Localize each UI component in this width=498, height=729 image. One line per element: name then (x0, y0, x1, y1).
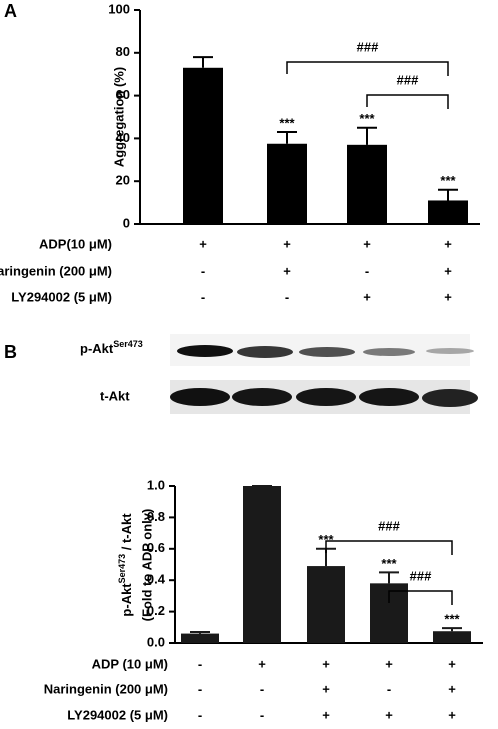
blot-superscript: Ser473 (113, 339, 143, 349)
y-label-suffix: / t-Akt (119, 513, 134, 554)
condition-mark: - (198, 707, 202, 722)
panel-label: B (4, 342, 17, 362)
condition-mark: + (363, 236, 371, 251)
bar (181, 633, 219, 643)
condition-mark: + (322, 707, 330, 722)
y-label-main: p-Akt (119, 583, 134, 617)
panel-label: A (4, 1, 17, 21)
y-tick-label: 80 (116, 44, 130, 59)
condition-mark: + (444, 263, 452, 278)
error-bar (193, 56, 213, 68)
condition-label: LY294002 (5 μM) (67, 707, 168, 722)
bar (428, 200, 468, 224)
condition-mark: + (199, 236, 207, 251)
y-tick-label: 60 (116, 87, 130, 102)
bar (267, 143, 307, 224)
condition-mark: - (285, 289, 289, 304)
condition-mark: + (322, 681, 330, 696)
bar (433, 631, 471, 643)
condition-mark: - (260, 681, 264, 696)
blot-name: p-Akt (80, 341, 114, 356)
comparison-label: ### (410, 568, 432, 583)
blot-label: p-AktSer473 (80, 339, 143, 356)
y-tick-label: 20 (116, 173, 130, 188)
bar (307, 566, 345, 643)
bar (243, 486, 281, 643)
condition-mark: + (448, 707, 456, 722)
error-bar (438, 188, 458, 201)
comparison-bracket (366, 94, 449, 109)
condition-mark: - (260, 707, 264, 722)
y-tick-label: 40 (116, 130, 130, 145)
y-tick-label: 1.0 (147, 477, 165, 492)
y-axis-label: Aggregation (%) (111, 67, 126, 167)
condition-mark: - (387, 681, 391, 696)
condition-mark: + (283, 236, 291, 251)
condition-mark: + (283, 263, 291, 278)
significance-label: *** (444, 612, 460, 627)
condition-mark: + (258, 656, 266, 671)
significance-label: *** (440, 173, 456, 188)
comparison-label: ### (357, 39, 379, 54)
significance-label: *** (359, 111, 375, 126)
y-tick-label: 0.4 (147, 572, 166, 587)
condition-mark: - (201, 289, 205, 304)
condition-mark: + (448, 681, 456, 696)
condition-label: LY294002 (5 μM) (11, 289, 112, 304)
y-tick-label: 100 (108, 1, 130, 16)
error-bar (190, 631, 210, 634)
y-tick-label: 0 (123, 215, 130, 230)
significance-label: *** (318, 532, 334, 547)
error-bar (277, 130, 297, 144)
bar (183, 67, 223, 224)
y-tick-label: 0.0 (147, 634, 165, 649)
condition-label: Naringenin (200 μM) (0, 263, 112, 278)
y-tick-label: 0.8 (147, 509, 165, 524)
condition-mark: + (385, 656, 393, 671)
significance-label: *** (279, 115, 295, 130)
blot (170, 334, 478, 414)
condition-mark: + (444, 289, 452, 304)
condition-mark: - (198, 656, 202, 671)
blot-label: t-Akt (100, 388, 130, 403)
condition-label: ADP(10 μM) (39, 236, 112, 251)
bar (347, 144, 387, 224)
condition-mark: - (198, 681, 202, 696)
condition-mark: + (363, 289, 371, 304)
y-tick-label: 0.2 (147, 603, 165, 618)
condition-mark: + (385, 707, 393, 722)
condition-mark: - (365, 263, 369, 278)
comparison-label: ### (397, 72, 419, 87)
condition-mark: + (322, 656, 330, 671)
condition-label: Naringenin (200 μM) (44, 681, 168, 696)
comparison-bracket (325, 540, 453, 555)
y-axis-label: p-AktSer473 / t-Akt (117, 513, 134, 617)
significance-label: *** (381, 556, 397, 571)
y-label-superscript: Ser473 (117, 554, 127, 584)
y-axis-label: (Fold to ADP only) (139, 509, 154, 622)
comparison-bracket (286, 61, 449, 76)
condition-label: ADP (10 μM) (92, 656, 168, 671)
comparison-label: ### (378, 518, 400, 533)
error-bar (379, 571, 399, 584)
error-bar (442, 627, 462, 632)
condition-mark: + (444, 236, 452, 251)
condition-mark: - (201, 263, 205, 278)
comparison-bracket (388, 590, 453, 605)
error-bar (357, 126, 377, 145)
condition-mark: + (448, 656, 456, 671)
y-tick-label: 0.6 (147, 540, 165, 555)
